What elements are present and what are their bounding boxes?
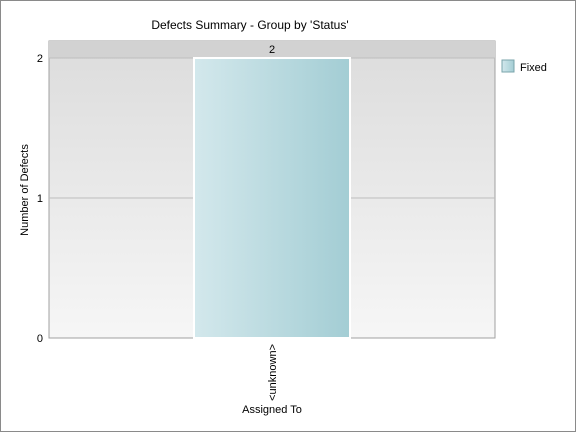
plot-header-band bbox=[49, 41, 495, 58]
legend-label-fixed: Fixed bbox=[520, 62, 547, 74]
chart-title: Defects Summary - Group by 'Status' bbox=[151, 18, 348, 32]
x-axis-title: Assigned To bbox=[242, 404, 302, 416]
y-tick-label: 2 bbox=[37, 53, 43, 65]
y-axis-title: Number of Defects bbox=[19, 144, 31, 236]
bar-series-fixed: 2 bbox=[193, 44, 351, 339]
bar bbox=[193, 57, 351, 339]
legend-swatch-fixed bbox=[501, 59, 515, 73]
legend: Fixed bbox=[501, 59, 547, 74]
x-axis-ticks: <unknown> bbox=[267, 344, 279, 401]
y-tick-label: 0 bbox=[37, 333, 43, 345]
y-axis-ticks: 0 1 2 bbox=[37, 53, 43, 345]
y-tick-label: 1 bbox=[37, 193, 43, 205]
bar-data-label: 2 bbox=[269, 44, 275, 56]
x-tick-label: <unknown> bbox=[267, 344, 279, 401]
